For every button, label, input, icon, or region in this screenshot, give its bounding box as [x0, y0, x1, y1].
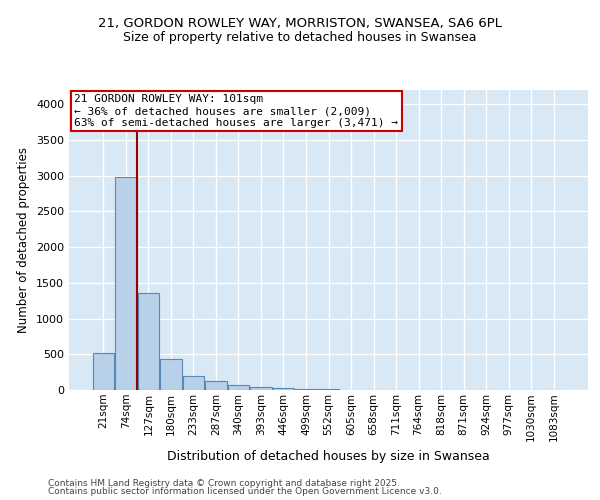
Bar — [137, 293, 159, 390]
X-axis label: Distribution of detached houses by size in Swansea: Distribution of detached houses by size … — [167, 450, 490, 462]
Bar — [92, 353, 114, 390]
Bar — [182, 376, 204, 390]
Bar — [115, 177, 137, 390]
Y-axis label: Number of detached properties: Number of detached properties — [17, 147, 31, 333]
Text: Contains HM Land Registry data © Crown copyright and database right 2025.: Contains HM Land Registry data © Crown c… — [48, 478, 400, 488]
Text: Contains public sector information licensed under the Open Government Licence v3: Contains public sector information licen… — [48, 487, 442, 496]
Bar — [160, 360, 182, 390]
Text: Size of property relative to detached houses in Swansea: Size of property relative to detached ho… — [123, 31, 477, 44]
Text: 21 GORDON ROWLEY WAY: 101sqm
← 36% of detached houses are smaller (2,009)
63% of: 21 GORDON ROWLEY WAY: 101sqm ← 36% of de… — [74, 94, 398, 128]
Bar — [295, 389, 317, 390]
Bar — [205, 380, 227, 390]
Text: 21, GORDON ROWLEY WAY, MORRISTON, SWANSEA, SA6 6PL: 21, GORDON ROWLEY WAY, MORRISTON, SWANSE… — [98, 18, 502, 30]
Bar — [228, 384, 249, 390]
Bar — [273, 388, 294, 390]
Bar — [250, 387, 272, 390]
